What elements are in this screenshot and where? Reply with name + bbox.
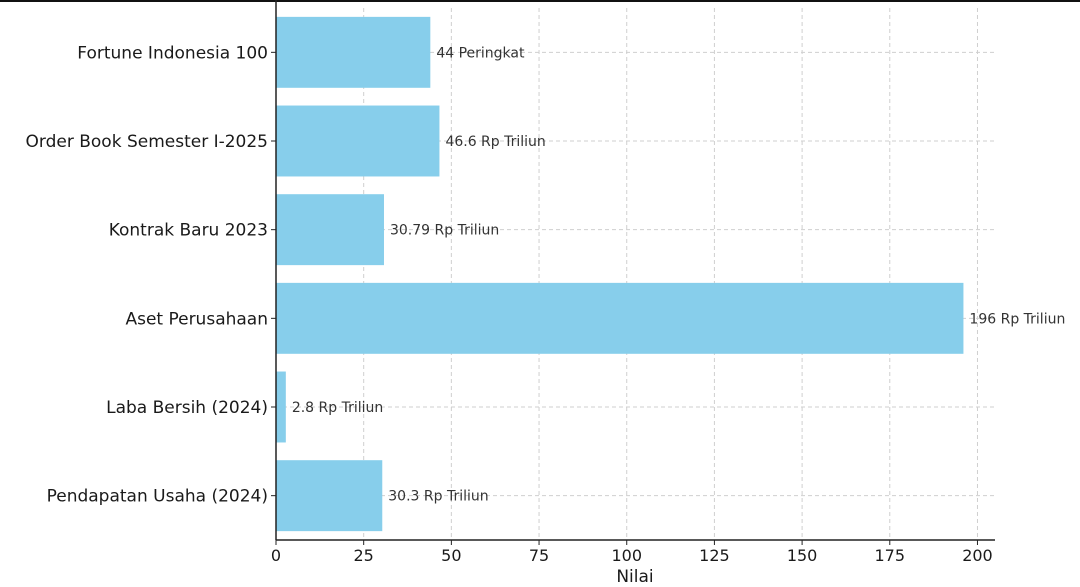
category-label: Pendapatan Usaha (2024) <box>47 487 268 507</box>
x-tick-label: 0 <box>271 546 281 565</box>
bars <box>276 16 964 532</box>
category-label: Kontrak Baru 2023 <box>109 221 268 241</box>
x-tick-label: 200 <box>962 546 993 565</box>
x-tick-label: 25 <box>354 546 374 565</box>
category-label: Fortune Indonesia 100 <box>77 43 268 63</box>
bar <box>276 460 383 532</box>
axes <box>271 0 995 545</box>
data-label: 2.8 Rp Triliun <box>292 400 383 416</box>
bar <box>276 371 286 443</box>
data-label: 44 Peringkat <box>436 45 525 61</box>
labels: 44 Peringkat Fortune Indonesia 100 46.6 Rp… <box>26 43 1066 565</box>
x-tick-label: 50 <box>441 546 461 565</box>
x-tick-label: 75 <box>529 546 549 565</box>
bar <box>276 194 384 266</box>
x-tick-label: 125 <box>699 546 730 565</box>
category-label: Aset Perusahaan <box>125 309 268 329</box>
data-label: 196 Rp Triliun <box>969 311 1065 327</box>
data-label: 30.3 Rp Triliun <box>388 489 488 505</box>
x-axis-title: Nilai <box>616 567 653 587</box>
x-tick-label: 100 <box>611 546 642 565</box>
data-label: 46.6 Rp Triliun <box>445 134 545 150</box>
x-tick-label: 175 <box>875 546 906 565</box>
category-label: Order Book Semester I-2025 <box>26 132 268 152</box>
bar <box>276 16 431 88</box>
bar <box>276 105 440 177</box>
bar <box>276 282 964 354</box>
data-label: 30.79 Rp Triliun <box>390 223 499 239</box>
x-tick-label: 150 <box>787 546 818 565</box>
category-label: Laba Bersih (2024) <box>106 398 268 418</box>
